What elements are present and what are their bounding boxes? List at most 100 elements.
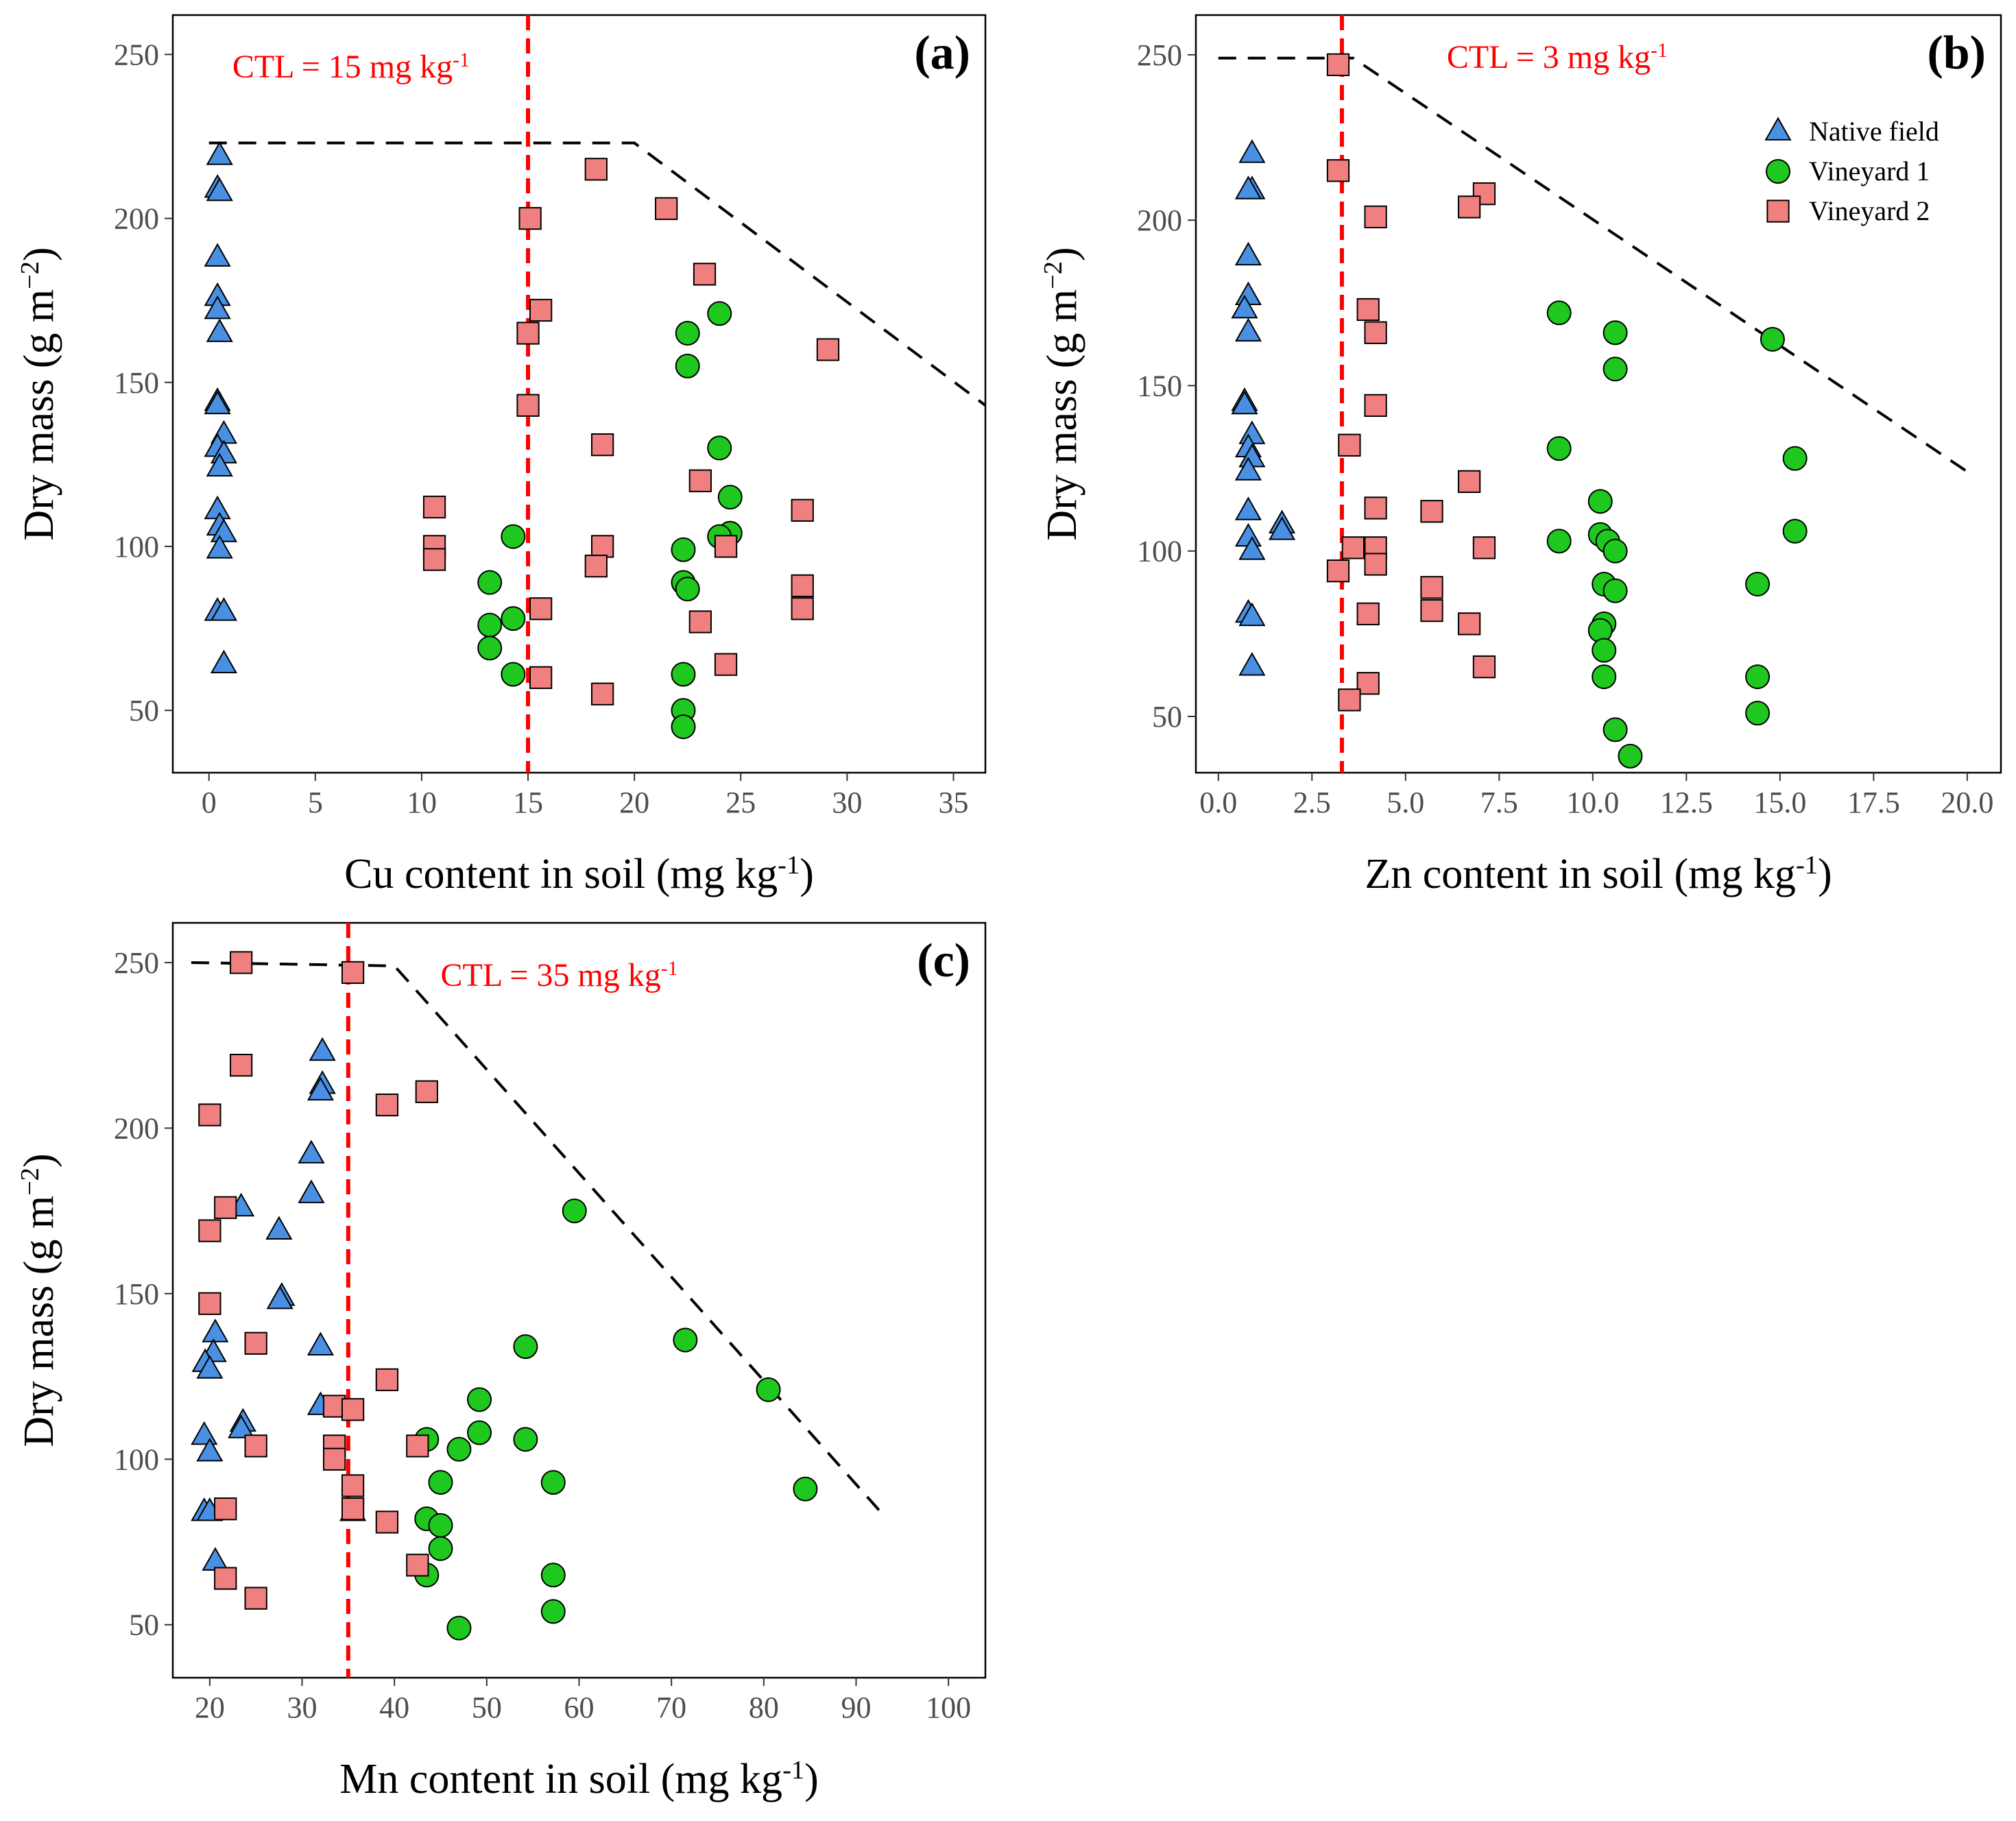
data-point — [1745, 701, 1771, 726]
ctl-label: CTL = 15 mg kg-1 — [232, 48, 470, 85]
series-vineyard-1 — [1546, 300, 1808, 769]
data-point — [1364, 394, 1387, 418]
data-point — [671, 537, 696, 562]
data-point — [191, 1421, 218, 1445]
x-tick-label: 30 — [832, 786, 862, 819]
y-tick-label: 50 — [129, 1608, 159, 1642]
data-point — [198, 1219, 221, 1242]
data-point — [1364, 321, 1387, 344]
data-point — [516, 394, 540, 417]
data-point — [1592, 664, 1617, 690]
data-point — [1546, 529, 1572, 554]
data-point — [1546, 436, 1572, 461]
data-point — [467, 1387, 492, 1412]
data-point — [671, 662, 696, 687]
data-point — [584, 158, 608, 181]
legend-label: Vineyard 2 — [1809, 195, 1930, 226]
y-tick-label: 150 — [114, 366, 159, 400]
data-point — [584, 554, 608, 578]
data-point — [675, 321, 700, 346]
legend-label: Native field — [1809, 116, 1939, 147]
plot-area — [204, 15, 985, 773]
data-point — [1457, 612, 1481, 636]
data-point — [1326, 53, 1350, 77]
data-point — [513, 1427, 538, 1452]
plot-frame — [171, 14, 987, 774]
data-point — [1457, 195, 1481, 219]
data-point — [529, 597, 553, 620]
data-point — [244, 1331, 267, 1355]
data-point — [214, 1567, 237, 1590]
data-point — [210, 518, 238, 542]
data-point — [422, 495, 446, 519]
data-point — [1238, 139, 1266, 163]
x-tick-label: 5.0 — [1387, 786, 1424, 819]
data-point — [1603, 717, 1628, 743]
data-point — [198, 1103, 221, 1126]
data-point — [1231, 294, 1258, 319]
y-axis-title: Dry mass (g m−2) — [16, 247, 62, 540]
data-point — [791, 498, 814, 522]
data-point — [196, 1438, 224, 1462]
data-point — [206, 141, 233, 165]
data-point — [1745, 664, 1771, 690]
plot-area — [1218, 15, 1968, 773]
legend: Native field Vineyard 1 Vineyard 2 — [1764, 116, 1939, 226]
data-point — [309, 1037, 336, 1061]
data-point — [214, 1497, 237, 1521]
data-point — [1472, 655, 1496, 679]
data-point — [688, 610, 712, 634]
x-tick-label: 20.0 — [1941, 786, 1993, 819]
x-tick-label: 25 — [725, 786, 756, 819]
data-point — [341, 1474, 365, 1497]
series-native-field — [1231, 139, 1296, 676]
data-point — [266, 1285, 293, 1310]
x-axis-title: Zn content in soil (mg kg-1) — [1365, 851, 1832, 897]
y-tick-label: 200 — [114, 1111, 159, 1145]
y-axis-title: Dry mass (g m−2) — [16, 1153, 62, 1447]
data-point — [590, 535, 614, 558]
data-point — [1420, 576, 1443, 599]
data-point — [230, 951, 253, 974]
data-point — [204, 390, 231, 415]
data-point — [1760, 326, 1785, 352]
data-point — [1234, 457, 1262, 481]
data-point — [477, 636, 503, 661]
data-point — [341, 961, 365, 985]
data-point — [816, 338, 840, 361]
data-point — [688, 469, 712, 492]
data-point — [1592, 638, 1617, 663]
series-vineyard-2 — [422, 158, 840, 706]
data-point — [540, 1599, 566, 1624]
x-tick-label: 80 — [749, 1691, 779, 1724]
data-point — [406, 1434, 429, 1458]
legend-marker — [1764, 117, 1792, 141]
y-tick-label: 250 — [1137, 38, 1182, 72]
data-point — [375, 1510, 399, 1534]
data-point — [415, 1080, 438, 1103]
x-tick-label: 17.5 — [1847, 786, 1900, 819]
data-point — [707, 301, 732, 326]
data-point — [323, 1447, 346, 1471]
data-point — [307, 1076, 335, 1101]
data-point — [196, 1355, 224, 1379]
x-tick-label: 50 — [472, 1691, 502, 1724]
data-point — [1234, 317, 1262, 342]
data-point — [513, 1334, 538, 1360]
boundary-line — [208, 141, 985, 407]
data-point — [1603, 538, 1628, 564]
data-point — [793, 1476, 818, 1502]
x-tick-label: 60 — [564, 1691, 595, 1724]
data-point — [562, 1198, 587, 1224]
x-tick-label: 20 — [619, 786, 649, 819]
data-point — [1338, 688, 1361, 712]
x-tick-label: 0.0 — [1199, 786, 1237, 819]
series-native-field — [204, 141, 238, 674]
data-point — [477, 570, 503, 595]
x-tick-label: 10.0 — [1566, 786, 1619, 819]
data-point — [1238, 652, 1266, 676]
data-point — [1234, 176, 1262, 200]
data-point — [477, 612, 503, 638]
data-point — [375, 1368, 399, 1392]
data-point — [446, 1436, 472, 1462]
